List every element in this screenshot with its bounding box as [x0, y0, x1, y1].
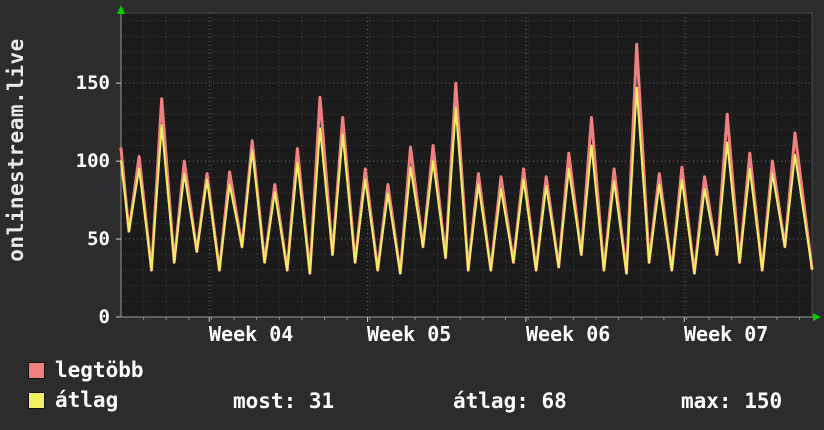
y-axis-tick-label: 50 — [87, 228, 110, 250]
series-line-atlag — [120, 86, 813, 275]
legend-item-atlag: átlag — [28, 388, 118, 412]
legend-label-atlag: átlag — [55, 388, 119, 412]
stat-atlag: átlag: 68 — [453, 389, 567, 413]
x-axis-week-label: Week 05 — [367, 322, 452, 346]
y-axis-tick-label: 150 — [75, 72, 110, 94]
y-axis-tick-label: 100 — [75, 150, 110, 172]
x-axis-arrow-icon — [813, 313, 821, 321]
y-axis-title: onlinestream.live — [4, 38, 28, 262]
legend-swatch-atlag — [28, 391, 45, 409]
legend-label-legtobb: legtöbb — [55, 358, 144, 382]
y-axis-arrow-icon — [117, 5, 125, 14]
stat-most: most: 31 — [233, 389, 335, 413]
x-axis-week-label: Week 07 — [684, 322, 769, 346]
legend-item-legtobb: legtöbb — [28, 358, 144, 382]
stat-max: max: 150 — [681, 389, 783, 413]
x-axis-week-label: Week 06 — [526, 322, 611, 346]
legend-swatch-legtobb — [28, 361, 45, 379]
y-axis-tick-label: 0 — [98, 306, 110, 328]
x-axis-week-label: Week 04 — [209, 322, 294, 346]
